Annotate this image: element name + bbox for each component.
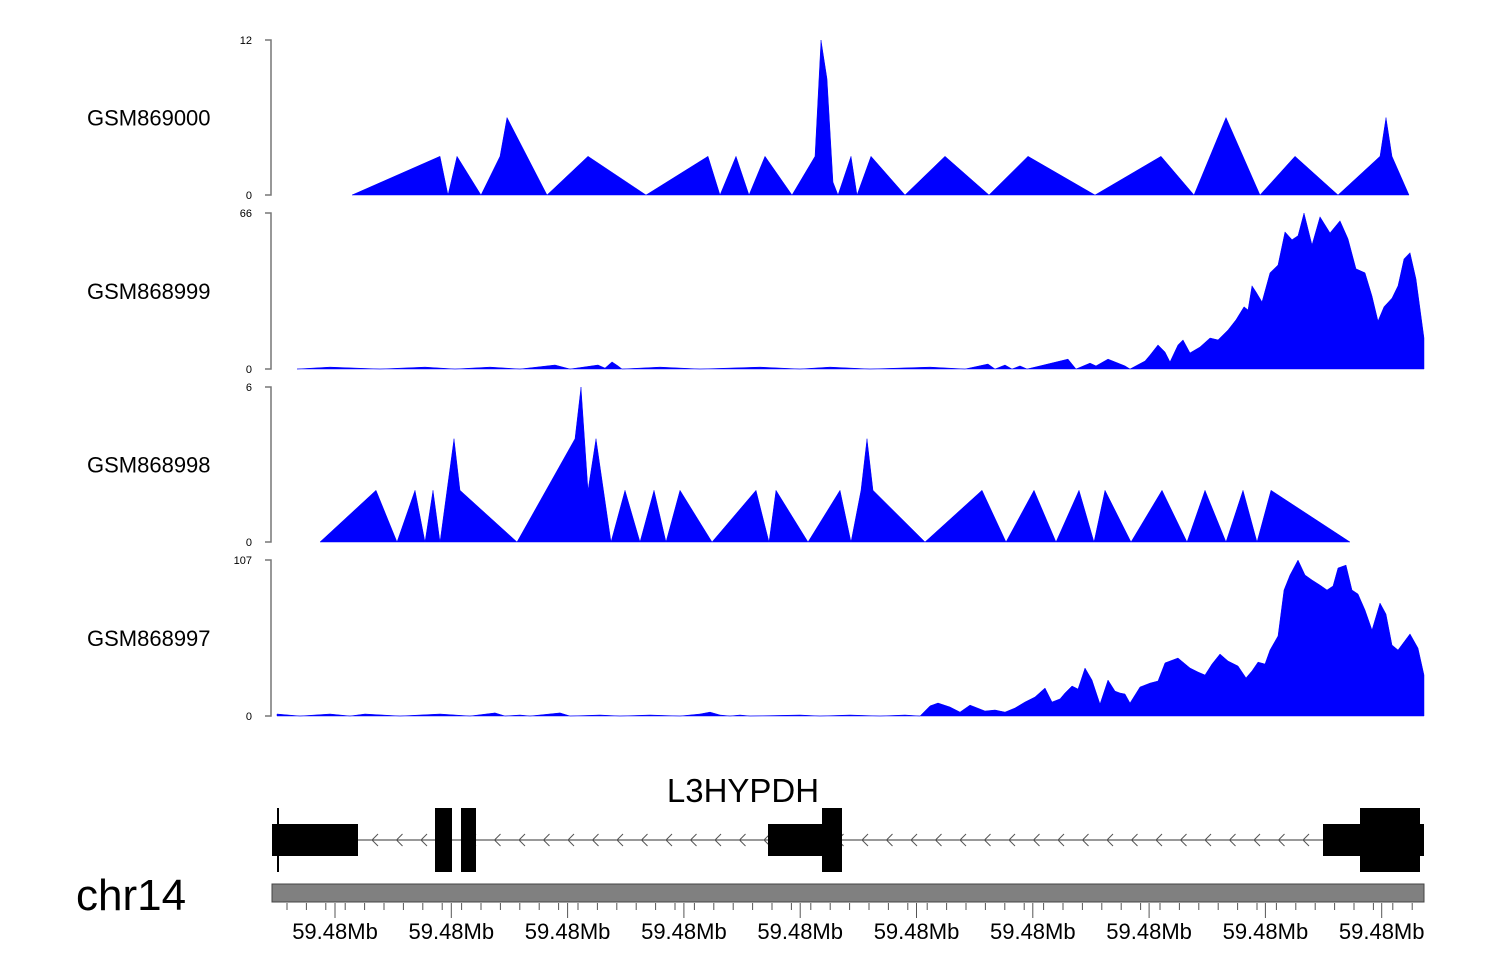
strand-arrow xyxy=(591,833,599,847)
x-tick-label: 59.48Mb xyxy=(874,919,960,944)
utr-exon xyxy=(768,824,822,856)
x-tick-label: 59.48Mb xyxy=(1106,919,1192,944)
utr-exon xyxy=(1323,824,1360,856)
strand-arrow xyxy=(665,833,673,847)
strand-arrow xyxy=(983,833,991,847)
strand-arrow xyxy=(395,833,403,847)
track-GSM868997: GSM868997 0 107 xyxy=(87,555,1425,723)
track-GSM868998: GSM868998 0 6 xyxy=(87,382,1351,549)
x-tick-label: 59.48Mb xyxy=(757,919,843,944)
strand-arrow xyxy=(616,833,624,847)
y-axis xyxy=(265,212,272,370)
y-tick-label: 6 xyxy=(246,382,252,394)
strand-arrow xyxy=(1081,833,1089,847)
strand-arrow xyxy=(738,833,746,847)
data-tracks: GSM869000012GSM868999066GSM86899806GSM86… xyxy=(87,35,1425,723)
gene-label: L3HYPDH xyxy=(667,772,819,809)
coding-exon xyxy=(461,808,476,872)
strand-arrow xyxy=(1130,833,1138,847)
x-tick-label: 59.48Mb xyxy=(641,919,727,944)
track-label: GSM868998 xyxy=(87,453,211,478)
strand-arrow xyxy=(1032,833,1040,847)
track-label: GSM868999 xyxy=(87,279,211,304)
coverage-area xyxy=(319,386,1351,543)
strand-arrow xyxy=(1179,833,1187,847)
strand-arrow xyxy=(371,833,379,847)
y-axis xyxy=(265,386,272,543)
coding-exon xyxy=(822,808,842,872)
coverage-area xyxy=(351,39,1410,196)
strand-arrow xyxy=(689,833,697,847)
strand-arrow xyxy=(959,833,967,847)
strand-arrow xyxy=(861,833,869,847)
y-tick-label: 0 xyxy=(246,537,252,549)
coverage-area xyxy=(296,212,1425,370)
strand-arrow xyxy=(518,833,526,847)
strand-arrow xyxy=(1057,833,1065,847)
utr-exon xyxy=(272,824,358,856)
utr-exon xyxy=(1420,824,1424,856)
coding-exon xyxy=(1360,808,1420,872)
strand-arrow xyxy=(1008,833,1016,847)
y-tick-label: 66 xyxy=(240,208,252,220)
strand-arrow xyxy=(714,833,722,847)
genome-axis: 59.48Mb 59.48Mb 59.48Mb 59.48Mb 59.48Mb 59.48… xyxy=(271,883,1425,944)
y-tick-label: 107 xyxy=(234,555,252,567)
x-tick-label: 59.48Mb xyxy=(990,919,1076,944)
y-axis xyxy=(265,39,272,196)
x-tick-label: 59.48Mb xyxy=(408,919,494,944)
x-tick-label: 59.48Mb xyxy=(1223,919,1309,944)
strand-arrow xyxy=(1228,833,1236,847)
strand-arrow xyxy=(420,833,428,847)
strand-arrow xyxy=(1302,833,1310,847)
strand-arrow xyxy=(542,833,550,847)
strand-arrow xyxy=(1277,833,1285,847)
y-axis xyxy=(265,559,272,717)
strand-arrow xyxy=(1204,833,1212,847)
chromosome-label: chr14 xyxy=(76,871,186,920)
strand-arrow xyxy=(567,833,575,847)
y-tick-label: 0 xyxy=(246,190,252,202)
coding-exon xyxy=(435,808,452,872)
x-tick-label: 59.48Mb xyxy=(525,919,611,944)
y-tick-label: 0 xyxy=(246,364,252,376)
strand-arrow xyxy=(640,833,648,847)
y-tick-label: 0 xyxy=(246,711,252,723)
strand-arrow xyxy=(1155,833,1163,847)
track-label: GSM868997 xyxy=(87,626,211,651)
strand-arrow xyxy=(1253,833,1261,847)
x-tick-label: 59.48Mb xyxy=(1339,919,1425,944)
gene-track: L3HYPDH xyxy=(272,772,1424,872)
strand-arrow xyxy=(885,833,893,847)
strand-arrow xyxy=(493,833,501,847)
y-tick-label: 12 xyxy=(240,35,252,47)
x-tick-label: 59.48Mb xyxy=(292,919,378,944)
strand-arrow xyxy=(934,833,942,847)
track-GSM868999: GSM868999 0 66 xyxy=(87,208,1425,376)
chromosome-bar xyxy=(271,883,1425,903)
strand-arrow xyxy=(910,833,918,847)
track-label: GSM869000 xyxy=(87,106,211,131)
strand-arrow xyxy=(1106,833,1114,847)
coverage-area xyxy=(276,559,1425,717)
track-GSM869000: GSM869000 0 12 xyxy=(87,35,1410,202)
